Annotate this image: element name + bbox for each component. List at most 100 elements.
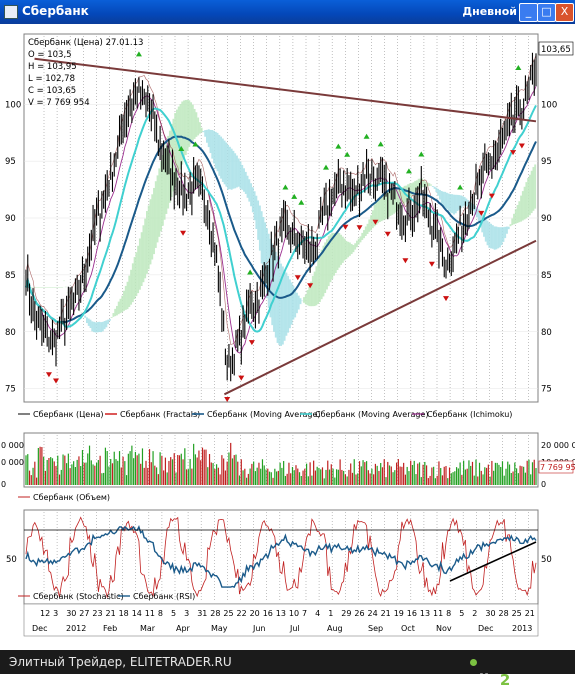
time-day-label: 16 (263, 609, 273, 618)
volume-bar (171, 459, 174, 485)
maximize-button[interactable]: □ (537, 3, 556, 22)
volume-bar (215, 464, 218, 485)
title-bar: Сбербанк Дневной _ □ X (0, 0, 575, 24)
cloud-segment (36, 287, 39, 288)
volume-bar (482, 474, 484, 485)
minimize-button[interactable]: _ (519, 3, 538, 22)
volume-bar (417, 463, 419, 485)
volume-bar (247, 473, 249, 485)
volume-bar (531, 462, 534, 485)
legend-volume: Сбербанк (Объем) (18, 493, 110, 502)
cloud-segment (190, 102, 193, 144)
cloud-segment (228, 146, 231, 190)
volume-bar (65, 463, 68, 485)
volume-bar (530, 474, 532, 485)
cloud-segment (433, 186, 436, 189)
volume-bar (477, 476, 479, 485)
volume-bar (196, 457, 198, 485)
volume-bar (339, 459, 341, 485)
volume-bar (526, 460, 528, 485)
cloud-segment (460, 195, 463, 209)
volume-bar (302, 470, 304, 485)
volume-bar (170, 457, 172, 485)
volume-bar (311, 475, 313, 485)
cloud-segment (227, 144, 230, 190)
time-day-label: 24 (368, 609, 378, 618)
price-tick-left: 85 (5, 271, 16, 281)
volume-bar (335, 469, 338, 485)
cloud-segment (303, 297, 305, 303)
cloud-segment (211, 130, 214, 159)
trend-line (223, 239, 537, 396)
cloud-segment (163, 148, 166, 220)
price-tick-left: 90 (5, 214, 16, 224)
volume-bar (470, 465, 472, 485)
cloud-segment (430, 184, 433, 186)
volume-bar (452, 472, 454, 485)
cloud-segment (193, 108, 196, 139)
volume-bar (260, 468, 262, 485)
time-day-label: 3 (53, 609, 58, 618)
cloud-segment (371, 210, 374, 229)
close-button[interactable]: X (555, 3, 574, 22)
volume-bar (344, 474, 347, 485)
volume-bar (429, 475, 431, 485)
volume-bar (182, 459, 184, 485)
volume-bar (510, 473, 512, 485)
cloud-segment (380, 195, 383, 222)
time-day-label: 3 (184, 609, 189, 618)
fractal-up-marker (457, 184, 464, 190)
volume-bar (254, 471, 257, 485)
cloud-segment (467, 200, 470, 209)
cloud-segment (204, 130, 207, 137)
volume-bar (35, 477, 38, 485)
volume-bar (34, 461, 36, 485)
volume-bar (523, 466, 525, 485)
cloud-segment (237, 158, 240, 187)
volume-bar (413, 460, 415, 485)
cloud-segment (177, 106, 180, 175)
fractal-up-marker (247, 269, 254, 275)
fractal-down-marker (248, 340, 255, 346)
cloud-segment (68, 295, 71, 296)
cloud-segment (87, 318, 90, 326)
timeframe-label[interactable]: Дневной (462, 5, 517, 18)
cloud-segment (41, 287, 44, 288)
volume-bar (189, 458, 191, 485)
fractal-up-marker (135, 51, 142, 57)
cloud-segment (66, 292, 69, 294)
cloud-segment (435, 187, 438, 193)
cloud-segment (393, 188, 395, 214)
cloud-segment (484, 218, 487, 242)
cloud-segment (70, 299, 73, 301)
cloud-segment (267, 233, 270, 308)
time-day-label: 29 (341, 609, 351, 618)
volume-bar (305, 463, 308, 485)
volume-bar (46, 459, 48, 485)
volume-bar (420, 477, 422, 485)
rsi-line (25, 525, 537, 588)
cloud-segment (174, 113, 177, 186)
volume-bar (314, 470, 317, 485)
cloud-segment (142, 225, 145, 283)
volume-bar (210, 462, 212, 485)
volume-bar (177, 454, 179, 485)
time-day-label: 27 (79, 609, 89, 618)
time-day-label: 7 (302, 609, 307, 618)
cloud-segment (527, 178, 530, 217)
cloud-segment (114, 308, 117, 317)
info-high: H = 103,95 (28, 62, 77, 72)
volume-bar (184, 448, 186, 485)
price-tick-right: 75 (541, 385, 552, 395)
volume-bar (28, 470, 31, 485)
volume-bar (127, 453, 129, 485)
volume-bar (152, 451, 154, 485)
cloud-segment (91, 321, 94, 332)
volume-bar (175, 472, 177, 485)
osc-trend-line (449, 541, 537, 582)
cloud-segment (89, 319, 92, 329)
cloud-segment (220, 136, 223, 179)
legend-rsi: Сбербанк (RSI) (133, 592, 195, 601)
